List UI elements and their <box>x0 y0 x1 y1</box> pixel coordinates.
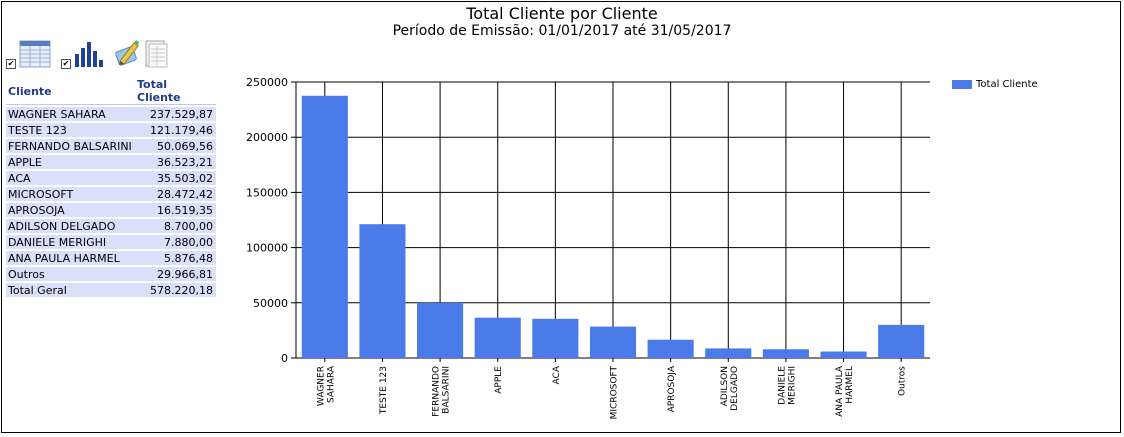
bar-chart-icon[interactable] <box>74 40 104 72</box>
grid-toggle-checkbox[interactable]: ✔ <box>6 59 16 69</box>
bar <box>762 349 809 358</box>
cell-cliente: DANIELE MERIGHI <box>6 235 135 249</box>
cell-cliente: Total Geral <box>6 283 135 297</box>
bar <box>417 302 464 358</box>
bar <box>301 95 348 358</box>
table-row: Total Geral 578.220,18 <box>6 283 216 297</box>
bar <box>589 326 637 358</box>
cell-cliente: APPLE <box>6 155 135 169</box>
table-row: MICROSOFT 28.472,42 <box>6 187 216 201</box>
x-tick-label: WAGNER <box>316 366 326 406</box>
cell-cliente: WAGNER SAHARA <box>6 107 135 121</box>
table-row: APPLE 36.523,21 <box>6 155 216 169</box>
x-tick-label: SAHARA <box>326 365 336 403</box>
cell-cliente: APROSOJA <box>6 203 135 217</box>
x-tick-label: APROSOJA <box>667 365 677 412</box>
x-tick-label: FERNANDO <box>432 366 442 417</box>
bar <box>359 224 406 358</box>
report-subtitle: Período de Emissão: 01/01/2017 até 31/05… <box>392 23 732 39</box>
bar <box>820 351 867 358</box>
cell-cliente: MICROSOFT <box>6 187 135 201</box>
y-tick-label: 250000 <box>246 76 288 89</box>
data-table: Cliente Total Cliente WAGNER SAHARA 237.5… <box>6 76 216 299</box>
table-row: ANA PAULA HARMEL 5.876,48 <box>6 251 216 265</box>
cell-total: 121.179,46 <box>135 123 216 137</box>
grid-table-icon[interactable] <box>19 40 51 72</box>
edit-pen-icon[interactable] <box>114 39 140 71</box>
cell-cliente: FERNANDO BALSARINI <box>6 139 135 153</box>
x-tick-label: DANIELE <box>777 366 787 405</box>
table-row: ACA 35.503,02 <box>6 171 216 185</box>
chart-legend: Total Cliente <box>952 79 1038 90</box>
bar <box>647 339 694 358</box>
legend-label: Total Cliente <box>976 79 1038 90</box>
x-tick-label: ADILSON <box>720 366 730 406</box>
x-tick-label: APPLE <box>494 366 504 394</box>
cell-total: 237.529,87 <box>135 107 216 121</box>
y-tick-label: 150000 <box>246 186 288 199</box>
bar <box>532 318 579 358</box>
table-row: Outros 29.966,81 <box>6 267 216 281</box>
bar <box>705 348 752 358</box>
y-tick-label: 100000 <box>246 242 288 255</box>
cell-total: 578.220,18 <box>135 283 216 297</box>
table-row: WAGNER SAHARA 237.529,87 <box>6 107 216 121</box>
y-tick-label: 200000 <box>246 131 288 144</box>
cell-total: 8.700,00 <box>135 219 216 233</box>
cell-cliente: ADILSON DELGADO <box>6 219 135 233</box>
cell-total: 50.069,56 <box>135 139 216 153</box>
cell-total: 28.472,42 <box>135 187 216 201</box>
y-tick-label: 50000 <box>253 297 288 310</box>
x-tick-label: ACA <box>552 365 562 384</box>
cell-total: 36.523,21 <box>135 155 216 169</box>
x-tick-label: TESTE 123 <box>379 366 389 415</box>
bar-chart: 0 50000 100000 150000 200000 250000 WAGNER SAHA… <box>246 76 930 420</box>
report-title: Total Cliente por Cliente <box>466 4 658 23</box>
x-tick-label: MERIGHI <box>787 366 797 405</box>
x-tick-label: Outros <box>898 366 908 396</box>
cell-total: 29.966,81 <box>135 267 216 281</box>
column-header-cliente: Cliente <box>6 78 135 105</box>
table-row: APROSOJA 16.519,35 <box>6 203 216 217</box>
toolbar: ✔ ✔ <box>6 38 168 72</box>
cell-cliente: Outros <box>6 267 135 281</box>
column-header-total: Total Cliente <box>135 78 216 105</box>
table-row: FERNANDO BALSARINI 50.069,56 <box>6 139 216 153</box>
table-header-row: Cliente Total Cliente <box>6 78 216 105</box>
cell-cliente: ACA <box>6 171 135 185</box>
cell-cliente: ANA PAULA HARMEL <box>6 251 135 265</box>
x-tick-label: BALSARINI <box>442 366 452 414</box>
table-row: DANIELE MERIGHI 7.880,00 <box>6 235 216 249</box>
cell-total: 7.880,00 <box>135 235 216 249</box>
cell-total: 5.876,48 <box>135 251 216 265</box>
x-tick-label: MICROSOFT <box>610 366 620 420</box>
chart-toggle-checkbox[interactable]: ✔ <box>61 59 71 69</box>
cell-total: 35.503,02 <box>135 171 216 185</box>
bar <box>878 324 925 358</box>
x-tick-label: HARMEL <box>845 366 855 404</box>
legend-swatch <box>952 80 972 89</box>
report-sheet-icon[interactable] <box>144 40 168 72</box>
cell-cliente: TESTE 123 <box>6 123 135 137</box>
table-row: ADILSON DELGADO 8.700,00 <box>6 219 216 233</box>
y-tick-label: 0 <box>281 352 288 365</box>
x-tick-label: ANA PAULA <box>835 365 845 417</box>
cell-total: 16.519,35 <box>135 203 216 217</box>
bar <box>474 317 521 358</box>
x-tick-label: DELGADO <box>730 366 740 411</box>
table-row: TESTE 123 121.179,46 <box>6 123 216 137</box>
